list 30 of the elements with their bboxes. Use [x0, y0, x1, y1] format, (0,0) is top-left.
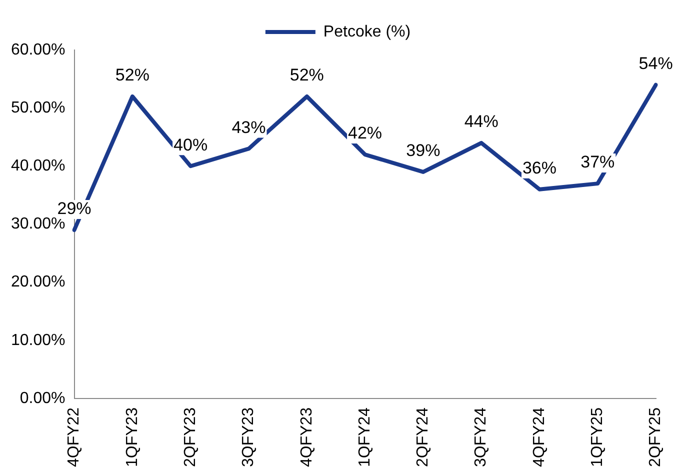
x-tick-label: 4QFY22 — [66, 407, 83, 468]
x-tick-label: 2QFY24 — [414, 407, 432, 468]
x-tick-label: 3QFY24 — [472, 407, 490, 468]
x-tick-label: 1QFY24 — [356, 407, 374, 468]
data-label: 36% — [522, 158, 557, 178]
y-tick-label: 10.00% — [11, 332, 66, 349]
x-tick-label: 1QFY25 — [589, 407, 606, 468]
data-label: 52% — [115, 66, 150, 85]
data-label: 40% — [174, 135, 208, 154]
x-tick-label: 3QFY23 — [240, 407, 258, 468]
data-label: 39% — [406, 141, 440, 160]
y-tick-label: 20.00% — [11, 274, 66, 291]
y-tick-label: 50.00% — [11, 99, 66, 116]
data-label: 29% — [57, 199, 92, 218]
x-tick-label: 1QFY23 — [124, 407, 141, 468]
data-label: 37% — [580, 152, 615, 172]
y-tick-label: 0.00% — [20, 390, 66, 407]
y-tick-label: 40.00% — [11, 158, 66, 175]
y-tick-label: 60.00% — [11, 41, 66, 58]
data-label: 54% — [638, 54, 673, 74]
data-label: 44% — [464, 112, 498, 132]
x-tick-label: 4QFY24 — [530, 407, 548, 468]
legend-label: Petcoke (%) — [323, 23, 411, 40]
x-tick-label: 2QFY23 — [182, 407, 199, 468]
data-label: 43% — [232, 118, 266, 137]
y-tick-label: 30.00% — [11, 216, 66, 233]
data-label: 42% — [348, 124, 382, 143]
x-tick-label: 2QFY25 — [647, 407, 664, 468]
x-tick-label: 4QFY23 — [298, 407, 316, 468]
data-label: 52% — [290, 66, 324, 85]
